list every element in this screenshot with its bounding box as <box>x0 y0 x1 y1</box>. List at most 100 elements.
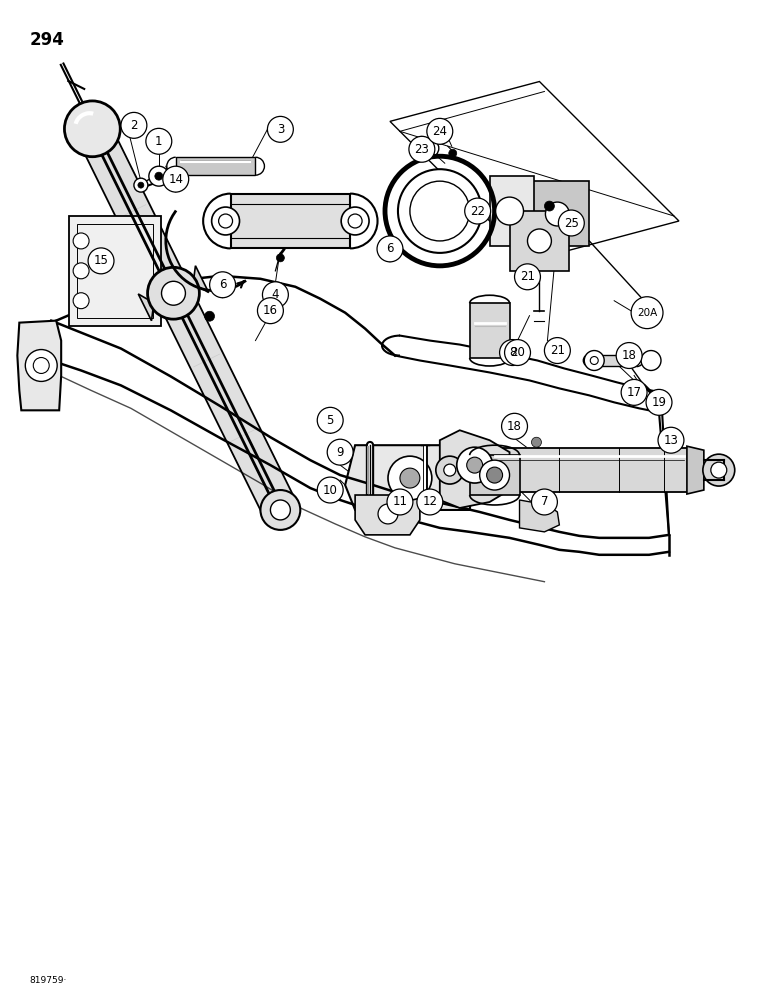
Text: 25: 25 <box>564 217 579 230</box>
Text: 14: 14 <box>168 173 183 186</box>
Circle shape <box>449 149 457 157</box>
Circle shape <box>527 229 551 253</box>
Circle shape <box>149 166 169 186</box>
Text: 5: 5 <box>327 414 334 427</box>
Circle shape <box>711 462 726 478</box>
Text: 21: 21 <box>520 270 535 283</box>
Circle shape <box>398 169 482 253</box>
Circle shape <box>616 343 642 368</box>
Circle shape <box>514 264 540 290</box>
Polygon shape <box>469 455 520 495</box>
Polygon shape <box>687 446 704 494</box>
Circle shape <box>327 439 353 465</box>
Circle shape <box>631 297 663 329</box>
Text: 1: 1 <box>155 135 163 148</box>
Polygon shape <box>355 495 420 535</box>
Circle shape <box>258 298 283 324</box>
Polygon shape <box>524 181 589 246</box>
Text: 19: 19 <box>652 396 666 409</box>
Circle shape <box>73 263 89 279</box>
Circle shape <box>465 198 491 224</box>
Text: 4: 4 <box>272 288 279 301</box>
Polygon shape <box>520 500 560 532</box>
Polygon shape <box>231 194 350 248</box>
Circle shape <box>467 457 482 473</box>
Circle shape <box>377 236 403 262</box>
Polygon shape <box>510 211 569 271</box>
Circle shape <box>400 468 420 488</box>
Text: 21: 21 <box>550 344 565 357</box>
Circle shape <box>388 456 432 500</box>
Circle shape <box>210 272 235 298</box>
Circle shape <box>138 182 144 188</box>
Circle shape <box>544 338 571 363</box>
Circle shape <box>621 379 647 405</box>
Text: 819759·: 819759· <box>29 976 66 985</box>
Text: 12: 12 <box>422 495 438 508</box>
Text: 20: 20 <box>510 346 525 359</box>
Polygon shape <box>69 216 161 326</box>
Circle shape <box>88 248 114 274</box>
Circle shape <box>205 311 215 321</box>
Circle shape <box>436 456 464 484</box>
Text: 17: 17 <box>627 386 642 399</box>
Text: 3: 3 <box>276 123 284 136</box>
Circle shape <box>505 340 530 365</box>
Polygon shape <box>176 157 256 175</box>
Circle shape <box>276 254 284 262</box>
Circle shape <box>260 490 300 530</box>
Circle shape <box>409 136 435 162</box>
Polygon shape <box>469 303 510 358</box>
Circle shape <box>496 197 523 225</box>
Text: 16: 16 <box>263 304 278 317</box>
Circle shape <box>658 427 684 453</box>
Circle shape <box>457 447 493 483</box>
Circle shape <box>317 407 344 433</box>
Polygon shape <box>489 176 534 246</box>
Circle shape <box>64 101 120 157</box>
Circle shape <box>558 210 584 236</box>
Text: 9: 9 <box>337 446 344 459</box>
Text: 23: 23 <box>415 143 429 156</box>
Circle shape <box>531 489 557 515</box>
Polygon shape <box>17 321 61 410</box>
Text: 18: 18 <box>507 420 522 433</box>
Text: 11: 11 <box>392 495 408 508</box>
Circle shape <box>387 489 413 515</box>
Circle shape <box>270 500 290 520</box>
Circle shape <box>341 207 369 235</box>
Circle shape <box>531 437 541 447</box>
Circle shape <box>546 202 569 226</box>
Circle shape <box>262 282 289 308</box>
Text: 15: 15 <box>93 254 109 267</box>
Text: 6: 6 <box>386 242 394 255</box>
Circle shape <box>544 201 554 211</box>
Circle shape <box>378 504 398 524</box>
Circle shape <box>479 460 510 490</box>
Circle shape <box>646 389 672 415</box>
Polygon shape <box>80 128 296 518</box>
Text: 2: 2 <box>130 119 137 132</box>
Text: 18: 18 <box>621 349 637 362</box>
Circle shape <box>73 233 89 249</box>
Circle shape <box>121 112 147 138</box>
Polygon shape <box>193 266 208 293</box>
Circle shape <box>163 166 188 192</box>
Text: 13: 13 <box>663 434 679 447</box>
Text: 7: 7 <box>540 495 548 508</box>
Circle shape <box>502 413 527 439</box>
Polygon shape <box>489 448 689 492</box>
Text: 24: 24 <box>432 125 447 138</box>
Circle shape <box>161 281 185 305</box>
Circle shape <box>267 116 293 142</box>
Circle shape <box>146 128 172 154</box>
Text: 22: 22 <box>470 205 485 218</box>
Circle shape <box>486 467 503 483</box>
Circle shape <box>147 267 199 319</box>
Text: 10: 10 <box>323 484 337 497</box>
Circle shape <box>499 340 526 365</box>
Text: 294: 294 <box>29 31 64 49</box>
Text: 20A: 20A <box>637 308 657 318</box>
Circle shape <box>317 477 344 503</box>
Circle shape <box>155 172 163 180</box>
